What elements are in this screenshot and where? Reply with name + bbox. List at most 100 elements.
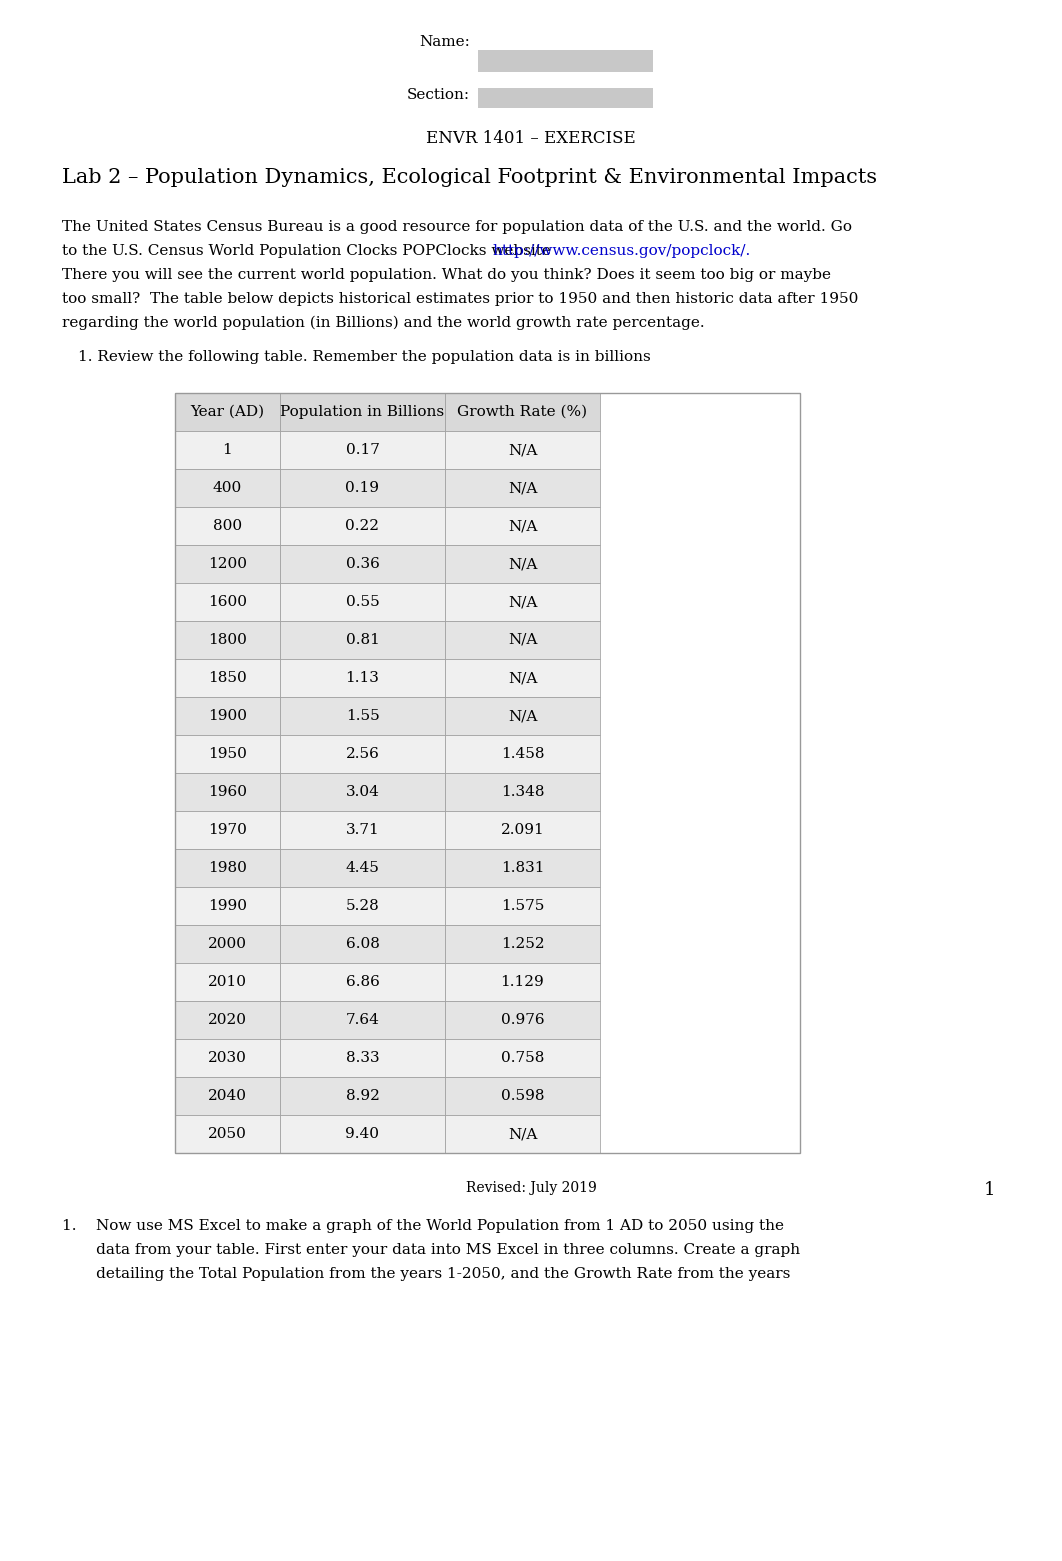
FancyBboxPatch shape <box>175 887 280 926</box>
Text: Section:: Section: <box>407 87 470 101</box>
FancyBboxPatch shape <box>445 659 600 698</box>
Text: 1.831: 1.831 <box>501 862 544 876</box>
Text: to the U.S. Census World Population Clocks POPClocks website: to the U.S. Census World Population Cloc… <box>62 244 561 258</box>
Text: There you will see the current world population. What do you think? Does it seem: There you will see the current world pop… <box>62 268 830 283</box>
Text: Year (AD): Year (AD) <box>190 404 264 418</box>
Text: N/A: N/A <box>508 595 537 609</box>
Text: The United States Census Bureau is a good resource for population data of the U.: The United States Census Bureau is a goo… <box>62 220 852 234</box>
Text: 7.64: 7.64 <box>345 1013 379 1027</box>
FancyBboxPatch shape <box>175 621 280 659</box>
Text: data from your table. First enter your data into MS Excel in three columns. Crea: data from your table. First enter your d… <box>62 1243 800 1257</box>
FancyBboxPatch shape <box>445 582 600 621</box>
Text: Name:: Name: <box>419 34 470 48</box>
Text: 400: 400 <box>212 481 242 495</box>
FancyBboxPatch shape <box>175 1115 280 1154</box>
Text: 1800: 1800 <box>208 634 247 646</box>
FancyBboxPatch shape <box>175 698 280 735</box>
Text: N/A: N/A <box>508 481 537 495</box>
FancyBboxPatch shape <box>175 773 280 812</box>
Text: Growth Rate (%): Growth Rate (%) <box>458 404 587 418</box>
Text: 1.    Now use MS Excel to make a graph of the World Population from 1 AD to 2050: 1. Now use MS Excel to make a graph of t… <box>62 1219 784 1233</box>
FancyBboxPatch shape <box>175 926 280 963</box>
Text: 2.091: 2.091 <box>500 823 545 837</box>
Text: N/A: N/A <box>508 443 537 457</box>
Text: 2020: 2020 <box>208 1013 247 1027</box>
FancyBboxPatch shape <box>175 507 280 545</box>
FancyBboxPatch shape <box>280 773 445 812</box>
FancyBboxPatch shape <box>175 431 280 468</box>
FancyBboxPatch shape <box>280 1077 445 1115</box>
FancyBboxPatch shape <box>445 431 600 468</box>
Text: 5.28: 5.28 <box>345 899 379 913</box>
FancyBboxPatch shape <box>280 659 445 698</box>
FancyBboxPatch shape <box>280 431 445 468</box>
Text: Revised: July 2019: Revised: July 2019 <box>465 1182 597 1196</box>
FancyBboxPatch shape <box>280 621 445 659</box>
Text: N/A: N/A <box>508 518 537 532</box>
Text: Population in Billions: Population in Billions <box>280 404 445 418</box>
FancyBboxPatch shape <box>280 1001 445 1040</box>
FancyBboxPatch shape <box>175 849 280 887</box>
Text: 800: 800 <box>213 518 242 532</box>
FancyBboxPatch shape <box>445 1040 600 1077</box>
FancyBboxPatch shape <box>175 582 280 621</box>
FancyBboxPatch shape <box>445 887 600 926</box>
Text: N/A: N/A <box>508 557 537 571</box>
FancyBboxPatch shape <box>280 468 445 507</box>
FancyBboxPatch shape <box>175 545 280 582</box>
FancyBboxPatch shape <box>280 963 445 1001</box>
Text: 2.56: 2.56 <box>345 748 379 762</box>
FancyBboxPatch shape <box>445 1115 600 1154</box>
Text: regarding the world population (in Billions) and the world growth rate percentag: regarding the world population (in Billi… <box>62 315 704 331</box>
Text: http://www.census.gov/popclock/.: http://www.census.gov/popclock/. <box>492 244 750 258</box>
Text: 0.36: 0.36 <box>345 557 379 571</box>
FancyBboxPatch shape <box>280 1040 445 1077</box>
Text: 2000: 2000 <box>208 937 247 951</box>
FancyBboxPatch shape <box>280 545 445 582</box>
Text: 6.86: 6.86 <box>345 976 379 990</box>
FancyBboxPatch shape <box>280 735 445 773</box>
Text: 0.17: 0.17 <box>345 443 379 457</box>
Text: 1850: 1850 <box>208 671 246 685</box>
Text: 1960: 1960 <box>208 785 247 799</box>
FancyBboxPatch shape <box>175 1040 280 1077</box>
Text: 1.55: 1.55 <box>345 709 379 723</box>
Text: Lab 2 – Population Dynamics, Ecological Footprint & Environmental Impacts: Lab 2 – Population Dynamics, Ecological … <box>62 169 877 187</box>
FancyBboxPatch shape <box>280 887 445 926</box>
Text: 2050: 2050 <box>208 1127 247 1141</box>
Text: 0.22: 0.22 <box>345 518 379 532</box>
FancyBboxPatch shape <box>478 87 653 108</box>
Text: 2040: 2040 <box>208 1090 247 1104</box>
FancyBboxPatch shape <box>175 468 280 507</box>
FancyBboxPatch shape <box>445 963 600 1001</box>
Text: too small?  The table below depicts historical estimates prior to 1950 and then : too small? The table below depicts histo… <box>62 292 858 306</box>
FancyBboxPatch shape <box>445 507 600 545</box>
Text: 1.252: 1.252 <box>500 937 545 951</box>
FancyBboxPatch shape <box>175 659 280 698</box>
Text: N/A: N/A <box>508 671 537 685</box>
FancyBboxPatch shape <box>445 393 600 431</box>
FancyBboxPatch shape <box>445 1001 600 1040</box>
Text: 1.348: 1.348 <box>501 785 544 799</box>
Text: 1970: 1970 <box>208 823 247 837</box>
FancyBboxPatch shape <box>175 393 280 431</box>
Text: 0.598: 0.598 <box>501 1090 544 1104</box>
Text: 0.55: 0.55 <box>345 595 379 609</box>
Text: 1990: 1990 <box>208 899 247 913</box>
Text: 1980: 1980 <box>208 862 247 876</box>
FancyBboxPatch shape <box>280 507 445 545</box>
Text: 8.92: 8.92 <box>345 1090 379 1104</box>
FancyBboxPatch shape <box>445 468 600 507</box>
Text: 9.40: 9.40 <box>345 1127 379 1141</box>
Text: 4.45: 4.45 <box>345 862 379 876</box>
FancyBboxPatch shape <box>280 393 445 431</box>
Text: 6.08: 6.08 <box>345 937 379 951</box>
FancyBboxPatch shape <box>445 698 600 735</box>
Text: 8.33: 8.33 <box>346 1051 379 1065</box>
FancyBboxPatch shape <box>445 545 600 582</box>
FancyBboxPatch shape <box>445 773 600 812</box>
Text: 0.758: 0.758 <box>501 1051 544 1065</box>
FancyBboxPatch shape <box>175 812 280 849</box>
Text: detailing the Total Population from the years 1-2050, and the Growth Rate from t: detailing the Total Population from the … <box>62 1268 790 1282</box>
FancyBboxPatch shape <box>280 698 445 735</box>
